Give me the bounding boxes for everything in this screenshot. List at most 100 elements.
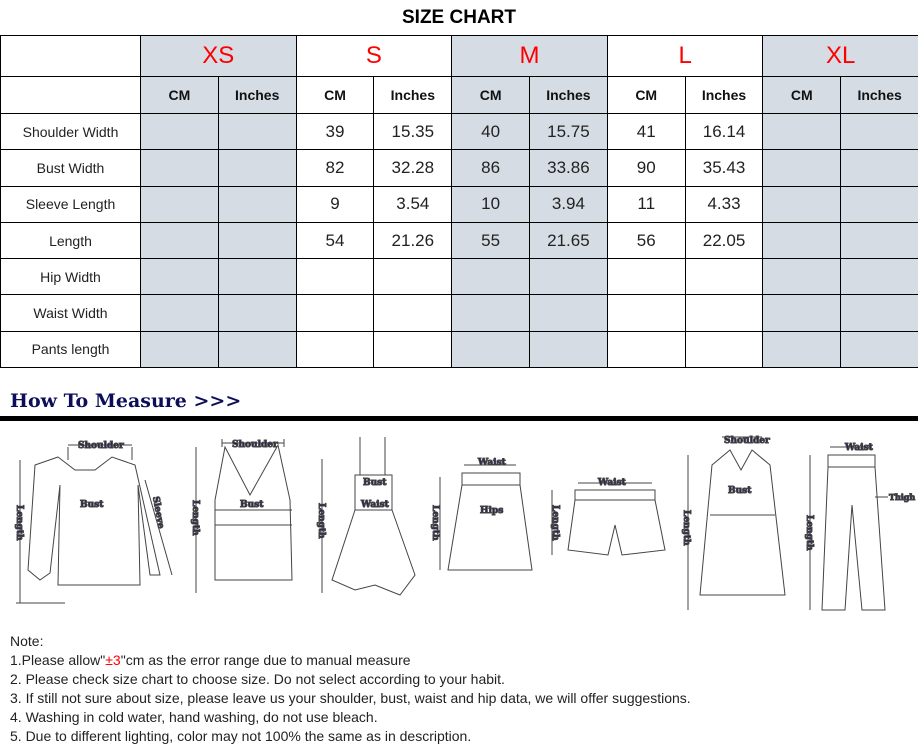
length-label: Length (430, 505, 440, 541)
measurement-cell (217, 258, 297, 296)
row-label: Pants length (0, 330, 141, 369)
measurement-cell: 15.75 (529, 112, 608, 151)
note-4: 4. Washing in cold water, hand washing, … (10, 709, 378, 725)
note-3: 3. If still not sure about size, please … (10, 690, 691, 706)
bust-label: Bust (240, 500, 264, 510)
measurement-cell (217, 185, 297, 223)
measurement-cell: 86 (451, 149, 531, 187)
measurement-cell (529, 294, 608, 332)
measurement-cell (295, 330, 375, 369)
table-row: Hip Width (0, 258, 918, 296)
size-chart-table: XS S M L XL CM Inches CM Inches CM Inches CM Inches C… (0, 35, 918, 369)
measurement-cell: 54 (295, 221, 375, 260)
measurement-cell: 16.14 (684, 112, 764, 151)
measurement-cell: 82 (295, 149, 375, 187)
row-label: Shoulder Width (0, 112, 141, 151)
notes-heading: Note: (10, 633, 44, 649)
table-row: Waist Width (0, 294, 918, 332)
length-label: Length (190, 500, 200, 536)
row-label: Waist Width (0, 294, 141, 332)
unit-header: Inches (840, 76, 918, 114)
measurement-cell (529, 330, 608, 369)
corner-cell (0, 76, 141, 114)
row-label: Bust Width (0, 149, 141, 187)
measurement-cell (684, 294, 764, 332)
measurement-cell (762, 294, 842, 332)
measurement-cell (217, 221, 297, 260)
sleeve-label: Sleeve (150, 496, 166, 530)
length-label: Length (14, 505, 24, 541)
measurement-cell: 11 (606, 185, 686, 223)
length-label: Length (804, 515, 814, 551)
measurement-cell: 33.86 (529, 149, 608, 187)
measurement-cell (762, 185, 842, 223)
how-to-measure-heading: How To Measure >>> (10, 390, 242, 412)
waist-label: Waist (360, 500, 390, 510)
table-row: Length 54 21.26 55 21.65 56 22.05 (0, 221, 918, 260)
measurement-cell: 3.94 (529, 185, 608, 223)
hips-label: Hips (480, 506, 503, 516)
measurement-cell (762, 258, 842, 296)
measurement-cell (140, 185, 219, 223)
waist-label: Waist (597, 478, 627, 488)
measurement-cell (606, 294, 686, 332)
coat-diagram: Shoulder Bust Length (681, 436, 786, 610)
measurement-cell (451, 294, 531, 332)
measurement-cell (217, 330, 297, 369)
divider (0, 416, 918, 421)
measurement-cell: 9 (295, 185, 375, 223)
note-1-text-end: "cm as the error range due to manual mea… (120, 652, 411, 668)
shoulder-label: Shoulder (724, 436, 770, 446)
dress-diagram: Bust Waist Length (316, 437, 416, 596)
measurement-cell: 32.28 (373, 149, 453, 187)
measurement-cell (140, 330, 219, 369)
note-5: 5. Due to different lighting, color may … (10, 728, 472, 744)
measurement-cell (217, 112, 297, 151)
measurement-cell: 22.05 (684, 221, 764, 260)
measurement-cell: 40 (451, 112, 531, 151)
note-1: 1.Please allow"±3"cm as the error range … (10, 651, 691, 670)
measurement-cell (762, 149, 842, 187)
measurement-cell (140, 149, 219, 187)
measurement-cell: 90 (606, 149, 686, 187)
size-header-m: M (451, 35, 608, 77)
bust-label: Bust (363, 478, 387, 488)
measurement-cell (140, 258, 219, 296)
measurement-cell (140, 294, 219, 332)
measurement-cell (840, 330, 918, 369)
measurement-cell (217, 149, 297, 187)
measurement-cell: 10 (451, 185, 531, 223)
measurement-cell: 4.33 (684, 185, 764, 223)
measurement-cell: 21.26 (373, 221, 453, 260)
table-row: Pants length (0, 330, 918, 369)
size-header-xl: XL (762, 35, 918, 77)
vest-diagram: Shoulder Bust Length (190, 439, 293, 593)
page-title: SIZE CHART (402, 7, 516, 28)
measurement-cell: 15.35 (373, 112, 453, 151)
size-header-xs: XS (140, 35, 297, 77)
measurement-cell (217, 294, 297, 332)
table-row: Sleeve Length 9 3.54 10 3.94 11 4.33 (0, 185, 918, 223)
shoulder-label: Shoulder (78, 441, 124, 451)
measurement-cell (762, 221, 842, 260)
unit-header: Inches (217, 76, 297, 114)
thigh-label: Thigh (889, 492, 915, 502)
measurement-cell: 56 (606, 221, 686, 260)
unit-header: CM (295, 76, 375, 114)
measurement-cell (840, 221, 918, 260)
measurement-cell (529, 258, 608, 296)
measurement-cell (840, 294, 918, 332)
corner-cell (0, 35, 141, 77)
waist-label: Waist (477, 458, 507, 468)
unit-header: CM (451, 76, 531, 114)
bust-label: Bust (80, 500, 104, 510)
measurement-cell (373, 330, 453, 369)
measurement-cell (606, 258, 686, 296)
note-1-tolerance: ±3 (105, 652, 121, 668)
measurement-cell (684, 330, 764, 369)
note-1-text: 1.Please allow" (10, 652, 106, 668)
measurement-cell (140, 112, 219, 151)
row-label: Sleeve Length (0, 185, 141, 223)
measurement-cell: 21.65 (529, 221, 608, 260)
measurement-cell (840, 112, 918, 151)
